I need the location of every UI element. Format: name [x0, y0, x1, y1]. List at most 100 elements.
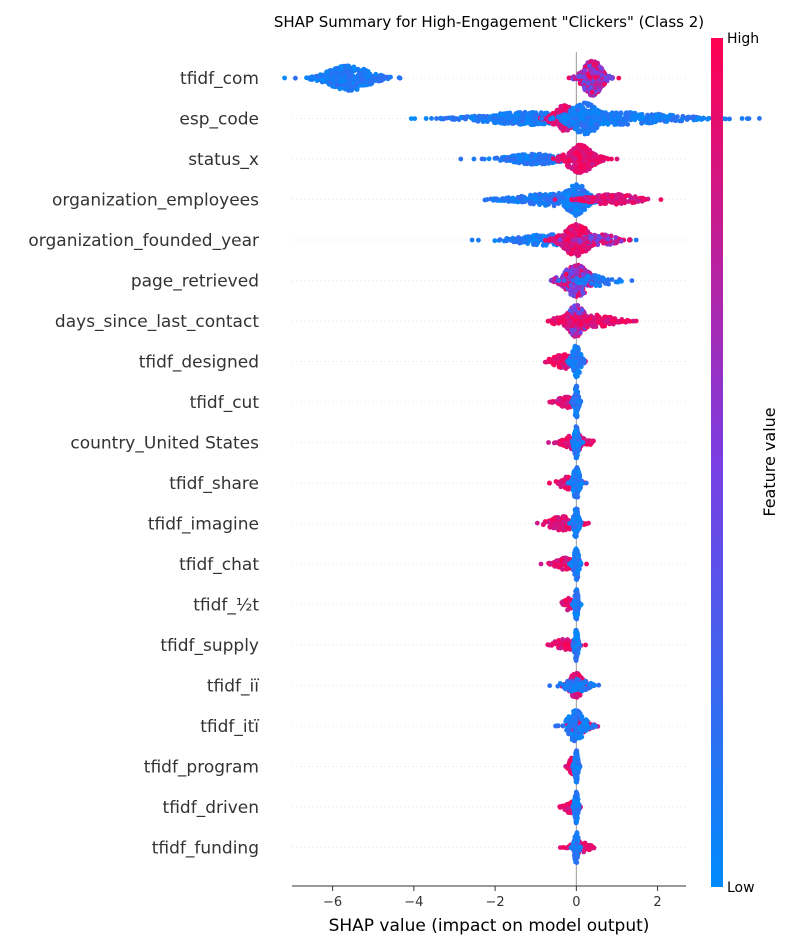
- shap-point: [577, 330, 583, 336]
- shap-point: [324, 69, 330, 75]
- shap-point: [573, 455, 579, 461]
- shap-point: [588, 151, 594, 157]
- feature-points-row: [458, 142, 620, 176]
- shap-point: [580, 198, 586, 204]
- shap-point: [371, 75, 376, 80]
- shap-point: [343, 86, 349, 92]
- shap-point: [307, 76, 313, 82]
- shap-point: [599, 72, 605, 78]
- shap-point: [471, 156, 477, 162]
- shap-point: [349, 70, 355, 75]
- shap-point: [588, 280, 594, 286]
- shap-point: [344, 76, 350, 82]
- shap-point: [600, 121, 606, 127]
- shap-point: [689, 115, 695, 121]
- shap-point: [541, 193, 547, 198]
- shap-point: [570, 277, 576, 283]
- shap-point: [585, 246, 591, 252]
- shap-point: [339, 70, 345, 76]
- shap-point: [551, 362, 557, 368]
- shap-point: [561, 114, 567, 120]
- shap-point: [397, 75, 403, 81]
- shap-point: [531, 156, 537, 162]
- shap-point: [572, 402, 577, 408]
- shap-point: [757, 116, 762, 121]
- shap-point: [478, 116, 484, 121]
- shap-point: [568, 207, 574, 213]
- shap-point: [352, 83, 358, 88]
- shap-point: [338, 75, 344, 81]
- shap-point: [627, 110, 632, 116]
- shap-point: [576, 286, 582, 291]
- shap-point: [565, 248, 571, 254]
- shap-point: [571, 479, 576, 484]
- shap-point: [502, 120, 508, 126]
- shap-point: [576, 248, 582, 254]
- shap-point: [551, 203, 557, 209]
- shap-point: [576, 211, 582, 217]
- shap-point: [546, 197, 552, 202]
- shap-point: [578, 116, 584, 122]
- shap-point: [574, 370, 580, 375]
- shap-point: [569, 197, 574, 202]
- shap-point: [596, 314, 602, 320]
- shap-point: [580, 318, 585, 324]
- feature-points-row: [546, 424, 596, 461]
- shap-point: [565, 193, 571, 199]
- shap-point: [629, 278, 635, 283]
- shap-point: [486, 156, 492, 162]
- shap-point: [579, 123, 585, 129]
- shap-point: [589, 235, 595, 241]
- shap-point: [615, 279, 621, 285]
- feature-points-row: [547, 465, 589, 500]
- shap-point: [639, 120, 645, 126]
- shap-point: [559, 243, 564, 249]
- shap-point: [582, 166, 587, 172]
- shap-point: [571, 293, 576, 299]
- shap-point: [470, 116, 475, 121]
- shap-point: [557, 237, 563, 243]
- feature-points-row: [548, 262, 635, 299]
- shap-point: [680, 113, 686, 119]
- shap-point: [593, 80, 599, 86]
- shap-point: [568, 282, 574, 288]
- shap-point: [596, 155, 602, 161]
- shap-point: [577, 152, 583, 158]
- shap-point: [324, 76, 330, 81]
- shap-point: [623, 114, 629, 119]
- shap-point: [591, 242, 597, 248]
- shap-point: [539, 161, 545, 167]
- shap-point: [593, 282, 599, 288]
- shap-point: [586, 74, 592, 79]
- shap-point: [458, 156, 464, 162]
- shap-point: [570, 488, 576, 493]
- shap-point: [578, 399, 583, 405]
- shap-point: [511, 156, 517, 162]
- shap-point: [548, 116, 554, 122]
- shap-point: [667, 113, 673, 118]
- shap-point: [376, 75, 382, 80]
- shap-point: [498, 158, 503, 163]
- shap-point: [727, 116, 732, 122]
- feature-points-row: [482, 182, 664, 218]
- shap-point: [588, 121, 593, 127]
- shap-point: [574, 409, 580, 414]
- shap-point: [556, 359, 562, 365]
- shap-point: [506, 116, 512, 122]
- shap-point: [570, 438, 575, 444]
- shap-point: [549, 236, 554, 242]
- shap-point: [364, 79, 370, 85]
- shap-point: [592, 85, 598, 91]
- shap-points: [282, 58, 762, 865]
- shap-point: [583, 480, 589, 486]
- shap-point: [583, 75, 589, 81]
- shap-point: [555, 156, 561, 162]
- shap-point: [504, 156, 510, 162]
- shap-point: [589, 111, 594, 116]
- shap-point: [293, 75, 298, 81]
- shap-point: [575, 348, 581, 354]
- shap-point: [655, 113, 660, 119]
- shap-point: [595, 110, 601, 116]
- shap-point: [593, 121, 599, 127]
